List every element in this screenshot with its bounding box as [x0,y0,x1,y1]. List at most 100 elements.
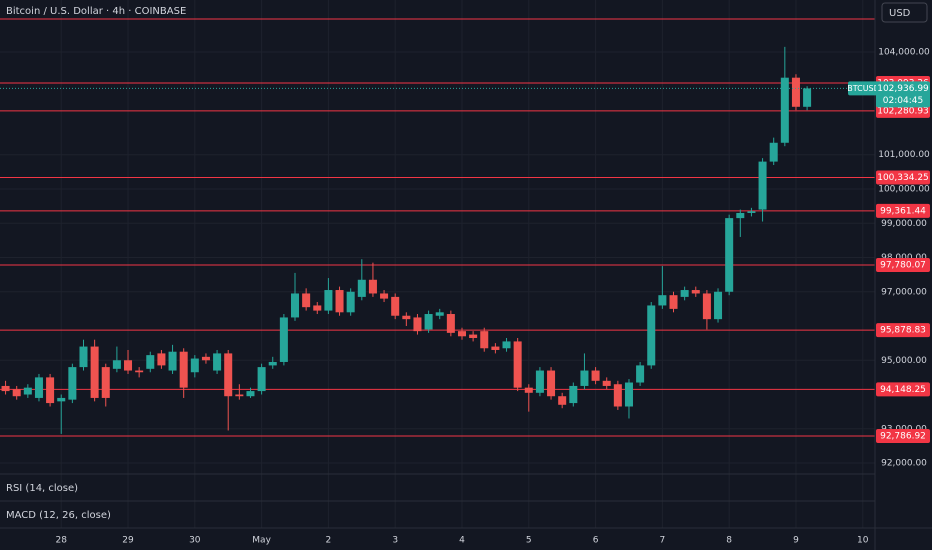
y-tick-label: 99,000.00 [881,219,927,229]
candle-body [290,293,300,318]
y-tick-label: 104,000.00 [878,47,930,57]
candle-body [346,291,355,313]
last-price-label: 102,936.99 [877,84,929,94]
candle-body [79,346,88,368]
level-tag [876,323,930,338]
level-label: 92,786.92 [880,432,926,442]
y-tick-label: 98,000.00 [881,253,927,263]
candle-body [647,305,656,366]
candle-body [279,317,288,362]
indicator-label[interactable]: MACD (12, 26, close) [6,510,111,521]
symbol-label: BTCUSD [847,84,880,93]
candle-body [402,315,411,320]
candle-body [702,293,711,320]
x-tick-label: May [252,536,271,546]
candle-body [413,317,422,332]
last-price-tag [876,81,930,108]
y-tick-label: 92,000.00 [881,459,927,469]
candle-body [57,397,66,402]
candle-body [613,384,622,407]
candle-body [368,279,377,294]
level-tag [876,382,930,397]
candle-body [457,331,466,337]
candle-body [391,296,400,316]
candle-body [380,293,389,299]
candle-body [201,356,210,361]
x-tick-label: 9 [793,536,799,546]
x-tick-label: 8 [726,536,732,546]
level-label: 97,780.07 [880,261,926,271]
candle-body [235,394,244,397]
candle-body [547,370,556,397]
candle-body [469,334,478,338]
x-tick-label: 3 [392,536,398,546]
candle-body [480,331,489,349]
y-tick-label: 97,000.00 [881,287,927,297]
candle-body [246,391,255,397]
candle-body [157,353,166,366]
candle-body [446,314,455,333]
candle-body [34,377,43,398]
candle-body [669,295,678,309]
candle-body [357,279,366,297]
x-tick-label: 29 [122,536,134,546]
candle-body [636,365,645,383]
candle-body [1,385,10,392]
candle-body [68,367,77,400]
candle-body [435,312,444,316]
candle-body [135,370,144,373]
candle-body [780,77,789,143]
candle-body [691,290,700,294]
level-tag [876,203,930,218]
candle-body [714,291,723,320]
candles [1,46,812,434]
candle-body [624,382,633,407]
x-tick-label: 4 [459,536,465,546]
level-label: 100,334.25 [877,173,929,183]
x-tick-label: 6 [593,536,599,546]
candle-body [680,290,689,297]
candle-body [491,346,500,350]
currency-label[interactable]: USD [889,8,911,19]
x-tick-label: 10 [857,536,869,546]
candle-body [747,211,756,213]
x-tick-label: 7 [660,536,666,546]
currency-button[interactable] [881,2,928,23]
y-tick-label: 95,000.00 [881,356,927,366]
x-tick-label: 2 [326,536,332,546]
candle-body [558,396,567,405]
candle-body [101,367,110,398]
level-label: 94,148.25 [880,385,926,395]
grid [0,0,875,528]
candle-body [257,367,266,392]
candle-body [90,346,99,398]
candle-body [190,358,199,373]
level-tag [876,429,930,444]
candle-body [591,370,600,381]
candle-body [12,389,21,397]
candle-body [168,351,177,371]
candle-body [602,380,611,386]
candle-body [313,305,322,311]
candle-body [335,290,344,313]
candle-body [791,77,800,107]
candle-body [424,314,433,330]
candle-body [580,370,589,386]
indicator-label[interactable]: RSI (14, close) [6,483,78,494]
candle-body [268,361,277,366]
level-label: 95,878.83 [880,326,926,336]
candle-body [112,360,121,369]
candle-body [524,387,533,393]
candle-body [502,341,511,349]
y-tick-label: 101,000.00 [878,150,930,160]
countdown-label: 02:04:45 [883,96,923,106]
candle-body [569,385,578,404]
candle-body [736,212,745,219]
y-tick-label: 100,000.00 [878,185,930,195]
candle-body [803,88,812,107]
x-tick-label: 28 [56,536,68,546]
levels [0,18,875,437]
x-tick-label: 5 [526,536,532,546]
